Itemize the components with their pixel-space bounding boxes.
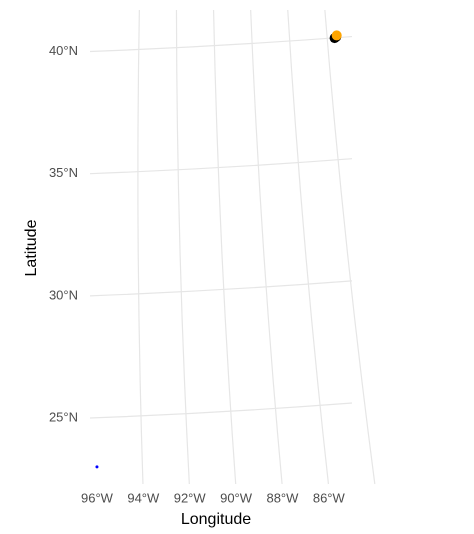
x-tick-label: 86°W xyxy=(313,490,346,505)
x-tick-label: 94°W xyxy=(127,490,160,505)
y-tick-label: 35°N xyxy=(49,165,78,180)
y-tick-label: 25°N xyxy=(49,409,78,424)
meridian xyxy=(324,9,376,485)
points xyxy=(95,30,342,469)
parallel xyxy=(89,402,353,419)
meridian xyxy=(212,9,237,485)
y-tick-label: 30°N xyxy=(49,287,78,302)
point xyxy=(95,465,99,469)
x-tick-label: 96°W xyxy=(81,490,114,505)
x-tick-label: 88°W xyxy=(266,490,299,505)
y-axis-title: Latitude xyxy=(23,219,40,276)
meridian xyxy=(175,9,190,485)
parallel xyxy=(89,280,353,297)
graticule xyxy=(89,9,376,485)
y-tick-label: 40°N xyxy=(49,43,78,58)
x-axis-title: Longitude xyxy=(181,511,251,528)
parallel xyxy=(89,158,353,175)
meridian xyxy=(287,9,330,485)
meridian xyxy=(250,9,283,485)
x-tick-label: 90°W xyxy=(220,490,253,505)
meridian xyxy=(137,9,144,485)
x-tick-label: 92°W xyxy=(174,490,207,505)
parallel xyxy=(89,35,353,53)
point xyxy=(331,30,342,41)
